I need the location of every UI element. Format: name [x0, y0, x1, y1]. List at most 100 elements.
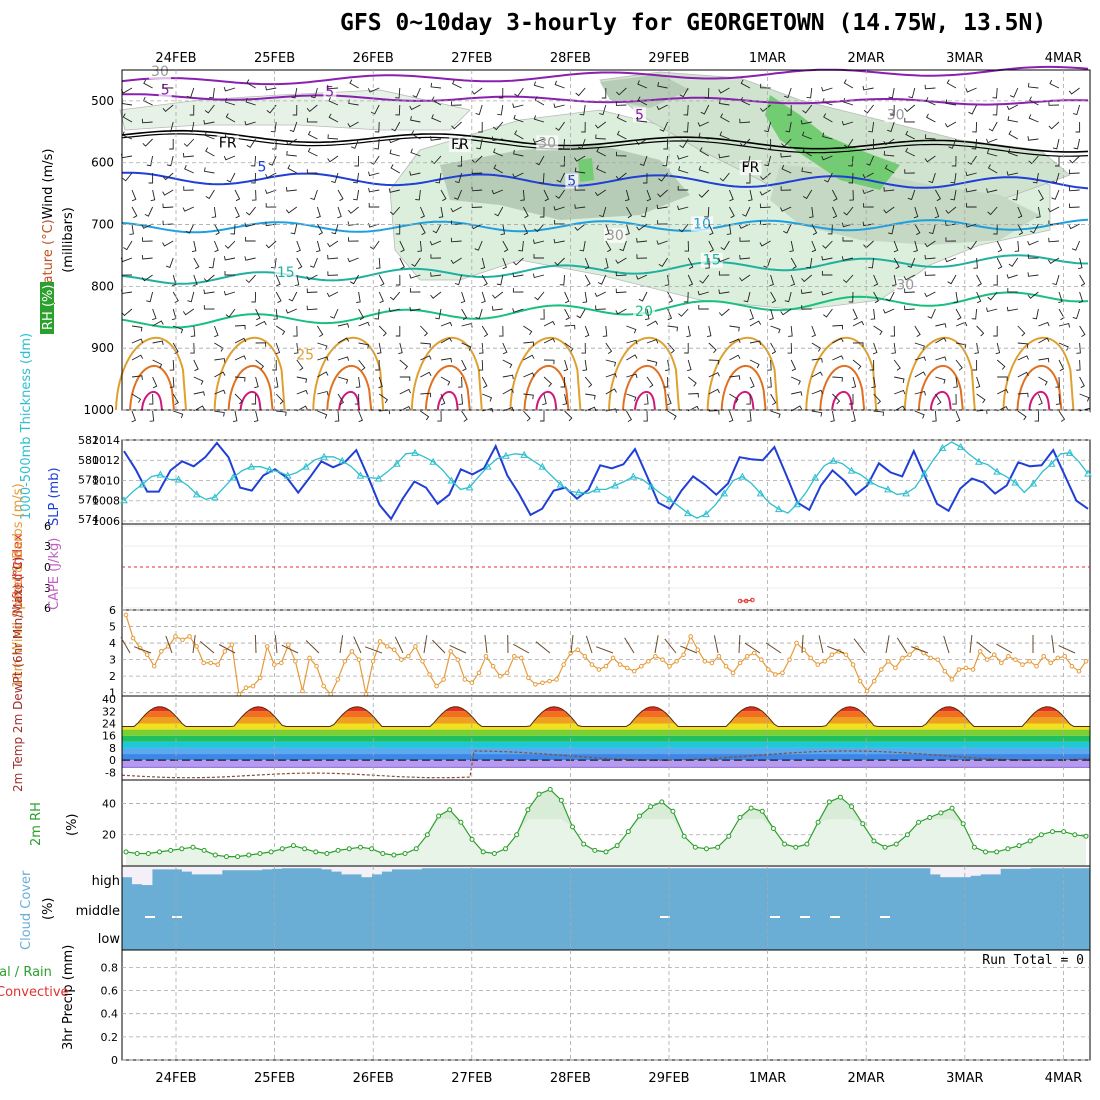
- surface-wind-barb: [680, 645, 698, 654]
- wind-barb: [708, 342, 717, 354]
- top-date-label: 26FEB: [353, 51, 394, 66]
- wind-barb: [502, 374, 514, 380]
- wind-barb: [636, 223, 648, 231]
- wind-barb: [605, 373, 617, 378]
- wind-barb: [646, 339, 659, 344]
- wind-speed-point: [215, 662, 221, 667]
- wind-barb: [893, 257, 900, 270]
- cloud-layer-label: middle: [76, 904, 120, 919]
- wind-barb: [502, 342, 508, 355]
- thickness-point: [629, 472, 638, 480]
- wind-barb: [684, 343, 689, 354]
- wind-barb: [513, 149, 524, 157]
- wind-barb: [914, 223, 921, 236]
- wind-speed-point: [660, 657, 665, 662]
- wind-barb: [203, 305, 215, 310]
- wind-barb: [556, 172, 566, 183]
- wind-barb: [945, 221, 957, 226]
- wind-barb: [493, 121, 504, 131]
- wind-barb: [265, 172, 277, 179]
- wind-barb: [162, 83, 174, 89]
- wind-barb: [729, 393, 739, 403]
- wind-barb: [662, 155, 669, 167]
- cloud-gap-high: [431, 866, 442, 869]
- wind-barb: [953, 376, 958, 388]
- wind-barb: [255, 342, 267, 347]
- cloud-gap-high: [800, 866, 812, 869]
- wind-barb: [822, 98, 833, 106]
- contour-label: FR: [742, 160, 760, 176]
- wind-tick-label: 4: [109, 637, 116, 650]
- wind-barb: [435, 308, 442, 320]
- wind-barb: [1068, 87, 1080, 95]
- wind-barb: [306, 104, 318, 113]
- wind-barb: [493, 148, 503, 157]
- wind-barb: [821, 155, 833, 161]
- wind-barb: [214, 389, 226, 395]
- wind-barb: [183, 138, 195, 147]
- contour-30: [720, 364, 767, 411]
- wind-speed-point: [737, 660, 743, 666]
- wind-barb: [554, 220, 565, 225]
- wind-barb: [430, 136, 442, 141]
- wind-barb: [411, 130, 421, 140]
- bottom-date-label: 1MAR: [749, 1071, 786, 1086]
- wind-barb: [914, 371, 926, 378]
- wind-speed-point: [780, 670, 785, 676]
- wind-barb: [306, 288, 318, 293]
- thickness-point: [1084, 469, 1092, 477]
- chart-title: GFS 0~10day 3-hourly for GEORGETOWN (14.…: [340, 10, 1047, 36]
- wind-barb: [790, 359, 797, 372]
- wind-barb: [639, 155, 648, 166]
- rh-point: [168, 847, 174, 853]
- thickness-point: [829, 456, 838, 464]
- wind-barb: [290, 223, 298, 235]
- wind-barb: [191, 240, 197, 253]
- wind-barb: [718, 308, 730, 317]
- wind-barb: [823, 172, 833, 183]
- wind-barb: [264, 189, 277, 194]
- wind-barb: [599, 104, 607, 116]
- wind-barb: [182, 206, 194, 212]
- wind-barb: [718, 271, 730, 276]
- wind-barb: [739, 254, 751, 260]
- wind-barb: [759, 203, 771, 209]
- thickness-point: [811, 473, 820, 481]
- wind-barb: [687, 257, 694, 270]
- wind-barb: [169, 359, 175, 371]
- rh-point: [826, 799, 832, 805]
- wind-barb: [976, 274, 982, 287]
- wind-barb: [431, 114, 442, 123]
- wind-barb: [1028, 82, 1039, 89]
- thickness-tick-label: 578: [78, 474, 99, 487]
- precip-tick-label: 0.8: [101, 961, 119, 974]
- contour-label: FR: [219, 135, 237, 151]
- wind-barb: [914, 325, 921, 337]
- wind-barb: [399, 388, 412, 395]
- surface-wind-barb: [801, 634, 804, 654]
- wind-barb: [657, 189, 668, 198]
- wind-barb: [719, 131, 730, 140]
- wind-barb: [307, 147, 318, 157]
- temperature-contour: [121, 218, 1089, 234]
- wind-barb: [953, 291, 959, 303]
- wind-barb: [460, 291, 466, 304]
- wind-speed-point: [518, 655, 524, 661]
- wind-barb: [821, 290, 833, 296]
- rh-point: [491, 850, 497, 856]
- contour-35: [929, 390, 952, 411]
- wind-barb: [224, 240, 236, 249]
- wind-barb: [683, 104, 689, 116]
- wind-barb: [1009, 87, 1019, 98]
- thickness-point: [556, 480, 565, 488]
- cloud-gap-high: [401, 866, 412, 870]
- wind-barb: [636, 116, 648, 123]
- slp-tick-label: 1008: [92, 495, 120, 508]
- wind-barb: [276, 410, 287, 417]
- wind-barb: [658, 257, 668, 268]
- rh-point: [302, 846, 308, 852]
- wind-barb: [667, 308, 673, 321]
- bottom-date-label: 27FEB: [451, 1071, 492, 1086]
- wind-speed-point: [483, 654, 489, 659]
- wind-barb: [992, 104, 998, 116]
